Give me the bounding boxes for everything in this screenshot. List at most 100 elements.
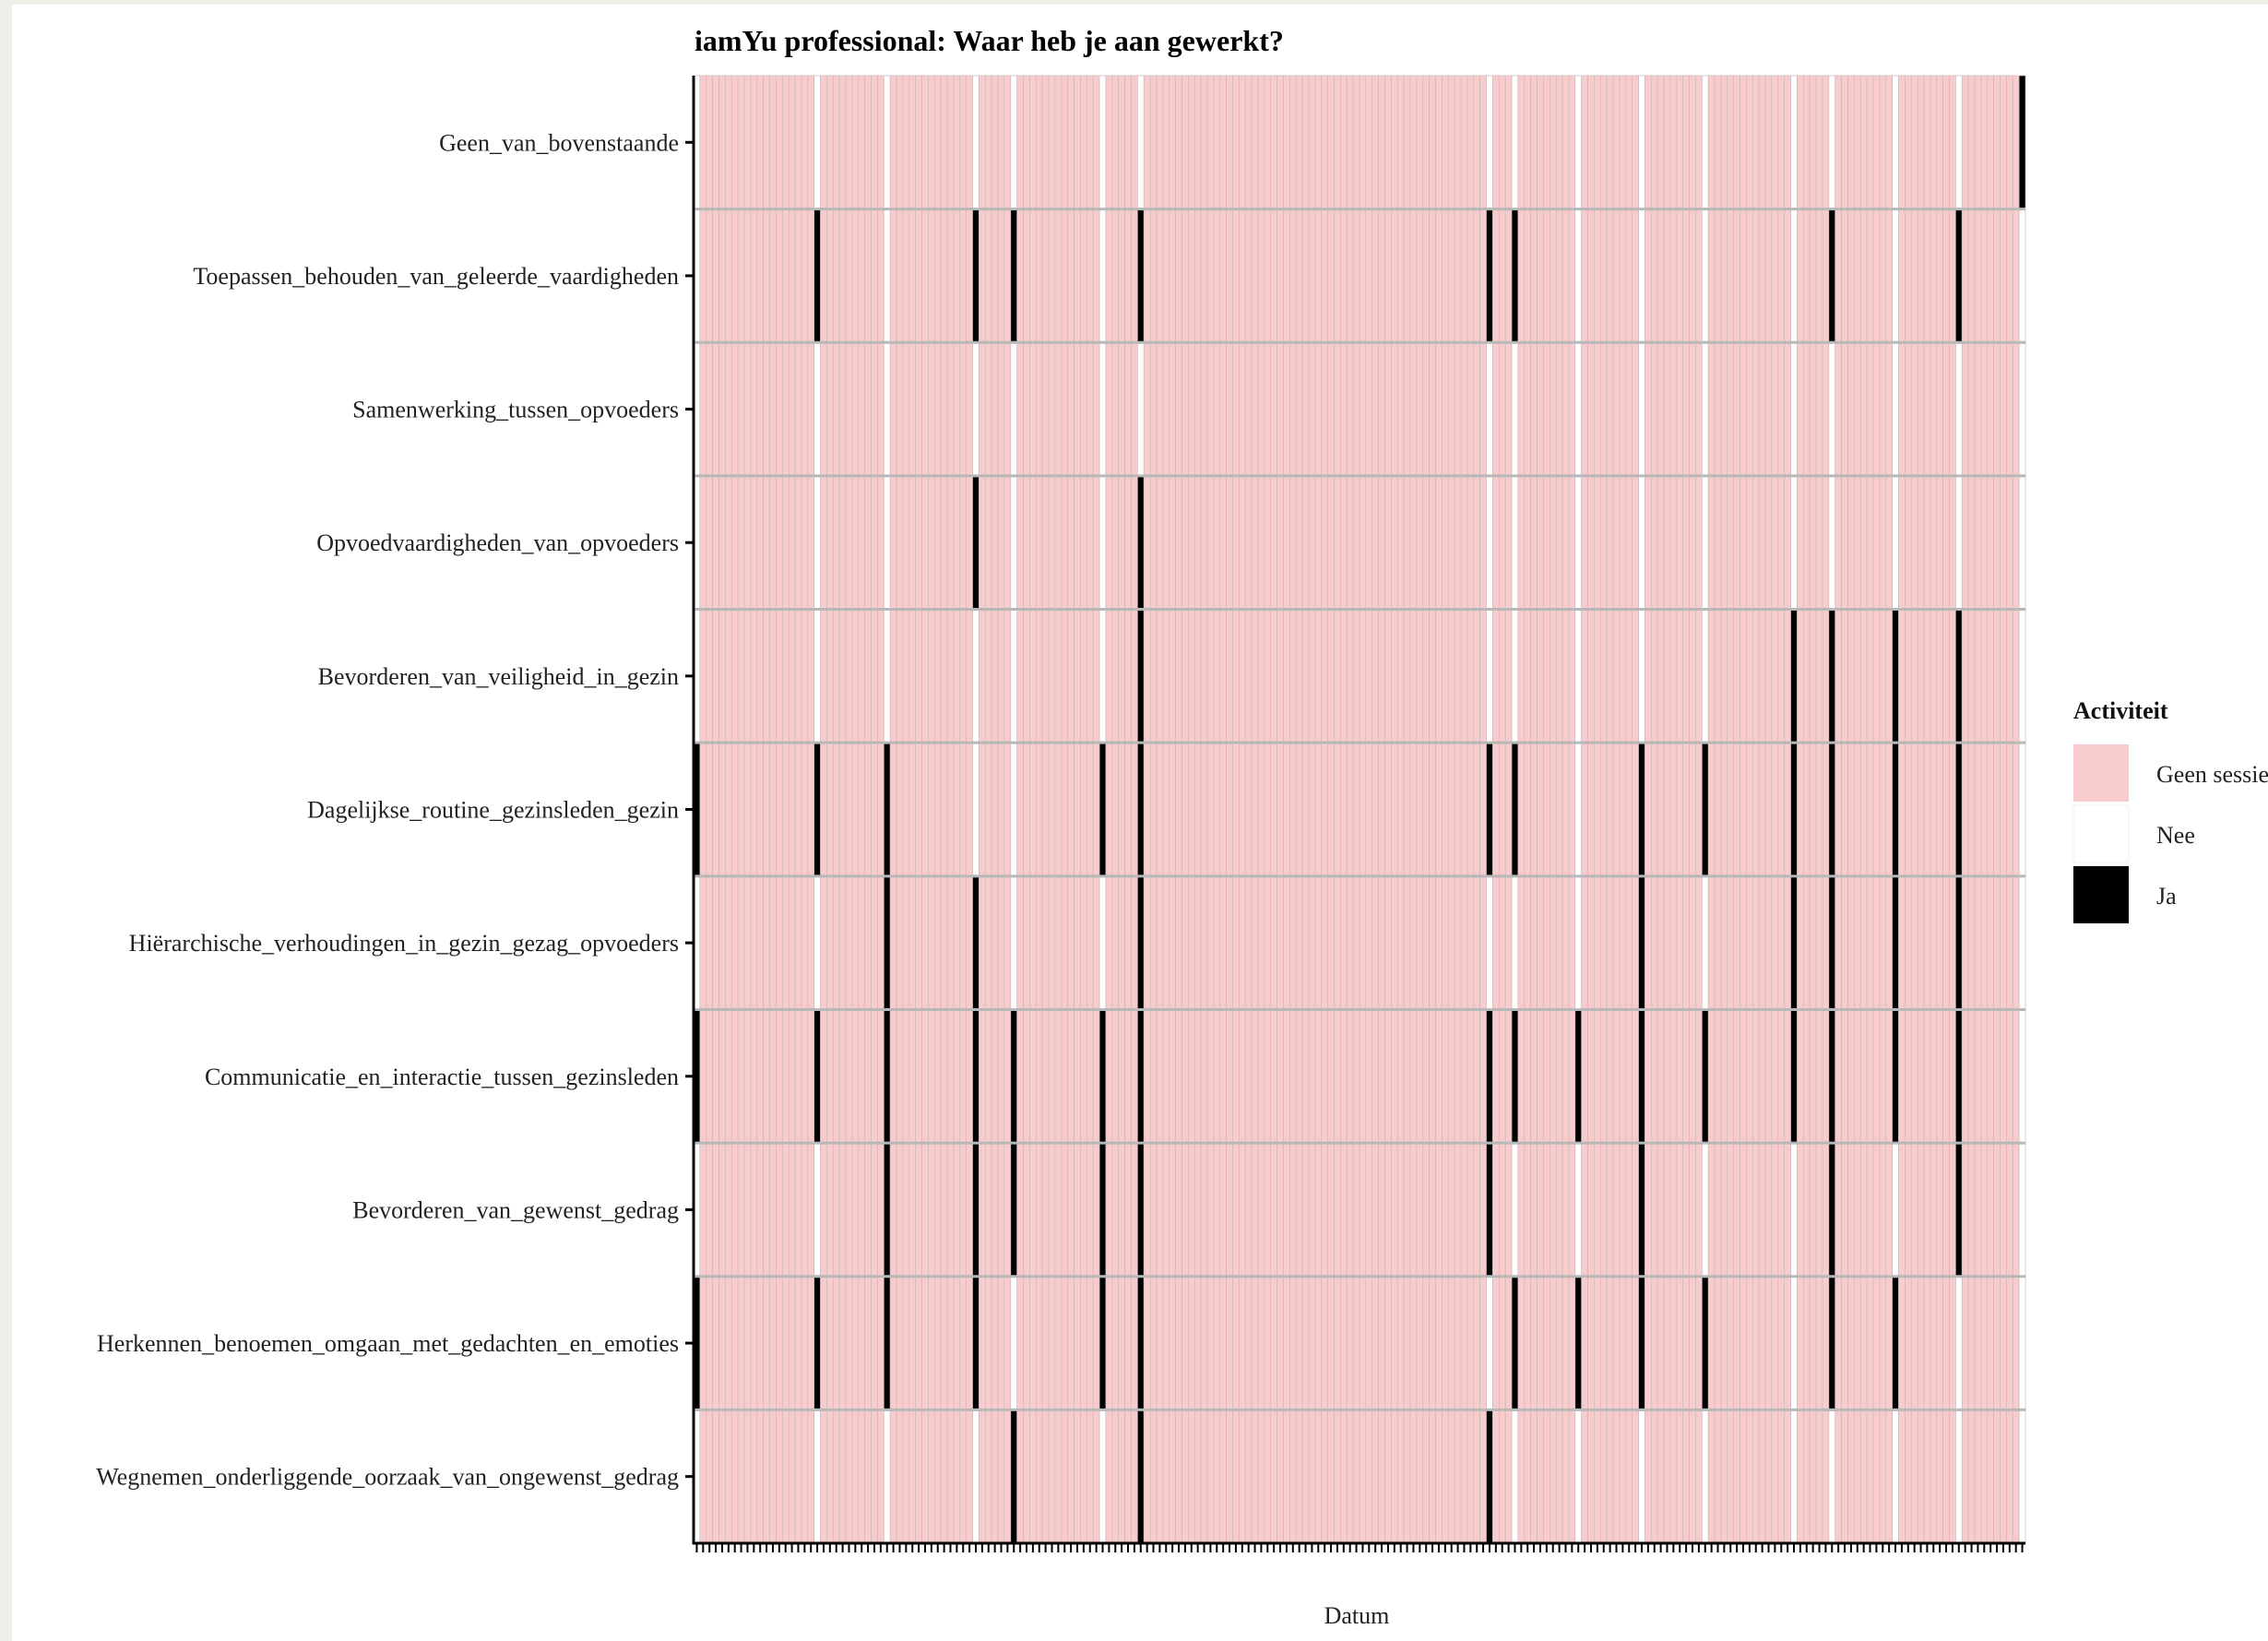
- cell-geen-sessie: [1707, 1409, 1716, 1544]
- cell-geen-sessie: [1454, 609, 1462, 743]
- cell-geen-sessie: [1359, 1409, 1367, 1544]
- cell-geen-sessie: [1295, 742, 1303, 877]
- cell-geen-sessie: [1771, 1276, 1779, 1410]
- cell-geen-sessie: [1784, 1009, 1791, 1144]
- cell-geen-sessie: [1035, 1276, 1043, 1410]
- cell-geen-sessie: [953, 875, 961, 1010]
- cell-geen-sessie: [1396, 1142, 1405, 1278]
- cell-geen-sessie: [1442, 208, 1449, 343]
- cell-geen-sessie: [1200, 475, 1208, 610]
- cell-geen-sessie: [1131, 875, 1138, 1010]
- cell-geen-sessie: [1238, 742, 1246, 877]
- cell-geen-sessie: [1980, 875, 1989, 1010]
- cell-geen-sessie: [858, 609, 866, 743]
- cell-geen-sessie: [1898, 742, 1906, 877]
- cell-geen-sessie: [1847, 742, 1855, 877]
- cell-geen-sessie: [1035, 208, 1043, 343]
- cell-ja: [1511, 1276, 1519, 1410]
- cell-geen-sessie: [1492, 1142, 1500, 1278]
- cell-geen-sessie: [1625, 208, 1633, 343]
- cell-geen-sessie: [858, 1409, 866, 1544]
- cell-geen-sessie: [781, 341, 790, 477]
- cell-ja: [1511, 742, 1519, 877]
- cell-geen-sessie: [1689, 208, 1696, 343]
- cell-geen-sessie: [1327, 875, 1335, 1010]
- cell-geen-sessie: [1371, 475, 1380, 610]
- cell-ja: [813, 1009, 821, 1144]
- cell-geen-sessie: [1905, 1409, 1912, 1544]
- cell-geen-sessie: [718, 208, 726, 343]
- cell-geen-sessie: [1802, 75, 1811, 209]
- cell-geen-sessie: [908, 1409, 917, 1544]
- cell-geen-sessie: [921, 742, 929, 877]
- cell-geen-sessie: [1568, 475, 1576, 610]
- cell-geen-sessie: [1213, 875, 1221, 1010]
- cell-geen-sessie: [1930, 742, 1938, 877]
- cell-geen-sessie: [1118, 742, 1125, 877]
- cell-geen-sessie: [2000, 1142, 2007, 1278]
- cell-geen-sessie: [1409, 341, 1418, 477]
- cell-geen-sessie: [1872, 208, 1881, 343]
- cell-geen-sessie: [1650, 75, 1658, 209]
- cell-geen-sessie: [1905, 475, 1912, 610]
- cell-geen-sessie: [1359, 1276, 1367, 1410]
- cell-geen-sessie: [1156, 475, 1164, 610]
- cell-geen-sessie: [1156, 1142, 1164, 1278]
- cell-geen-sessie: [1923, 1142, 1931, 1278]
- cell-geen-sessie: [908, 1276, 917, 1410]
- cell-geen-sessie: [1758, 1009, 1766, 1144]
- cell-geen-sessie: [1466, 609, 1475, 743]
- cell-geen-sessie: [1663, 475, 1671, 610]
- cell-geen-sessie: [1625, 742, 1633, 877]
- cell-geen-sessie: [1771, 875, 1779, 1010]
- cell-geen-sessie: [1149, 341, 1158, 477]
- cell-geen-sessie: [750, 341, 758, 477]
- cell-geen-sessie: [750, 1142, 758, 1278]
- cell-geen-sessie: [1460, 1409, 1468, 1544]
- cell-geen-sessie: [1346, 875, 1354, 1010]
- cell-geen-sessie: [1270, 1009, 1278, 1144]
- cell-nee: [1010, 1276, 1018, 1410]
- cell-geen-sessie: [1594, 341, 1601, 477]
- cell-geen-sessie: [877, 609, 885, 743]
- cell-geen-sessie: [832, 1276, 840, 1410]
- cell-geen-sessie: [845, 1409, 853, 1544]
- cell-geen-sessie: [1650, 1276, 1658, 1410]
- cell-geen-sessie: [1676, 742, 1684, 877]
- cell-geen-sessie: [966, 208, 973, 343]
- cell-geen-sessie: [1555, 875, 1563, 1010]
- cell-geen-sessie: [1974, 1009, 1982, 1144]
- cell-geen-sessie: [756, 475, 765, 610]
- cell-geen-sessie: [1993, 75, 2001, 209]
- cell-geen-sessie: [1251, 475, 1259, 610]
- cell-geen-sessie: [1841, 875, 1848, 1010]
- cell-geen-sessie: [1193, 875, 1202, 1010]
- cell-geen-sessie: [1283, 75, 1290, 209]
- cell-geen-sessie: [1707, 341, 1716, 477]
- cell-geen-sessie: [2006, 208, 2013, 343]
- cell-geen-sessie: [1923, 208, 1931, 343]
- cell-geen-sessie: [1193, 208, 1202, 343]
- cell-geen-sessie: [908, 609, 917, 743]
- cell-geen-sessie: [1041, 875, 1050, 1010]
- heatmap-row: [693, 475, 2026, 610]
- cell-geen-sessie: [1606, 875, 1614, 1010]
- cell-geen-sessie: [788, 1142, 796, 1278]
- cell-geen-sessie: [706, 742, 714, 877]
- cell-geen-sessie: [1847, 341, 1855, 477]
- cell-geen-sessie: [1334, 1276, 1341, 1410]
- cell-geen-sessie: [1714, 1142, 1722, 1278]
- cell-geen-sessie: [1238, 75, 1246, 209]
- cell-geen-sessie: [1949, 75, 1956, 209]
- cell-geen-sessie: [1219, 1409, 1227, 1544]
- cell-geen-sessie: [1244, 1409, 1253, 1544]
- cell-geen-sessie: [1720, 1409, 1728, 1544]
- cell-geen-sessie: [1720, 742, 1728, 877]
- cell-geen-sessie: [1853, 75, 1861, 209]
- cell-geen-sessie: [1454, 1009, 1462, 1144]
- cell-geen-sessie: [1429, 609, 1436, 743]
- cell-geen-sessie: [1187, 475, 1195, 610]
- cell-geen-sessie: [788, 341, 796, 477]
- cell-geen-sessie: [1853, 475, 1861, 610]
- cell-geen-sessie: [1054, 609, 1063, 743]
